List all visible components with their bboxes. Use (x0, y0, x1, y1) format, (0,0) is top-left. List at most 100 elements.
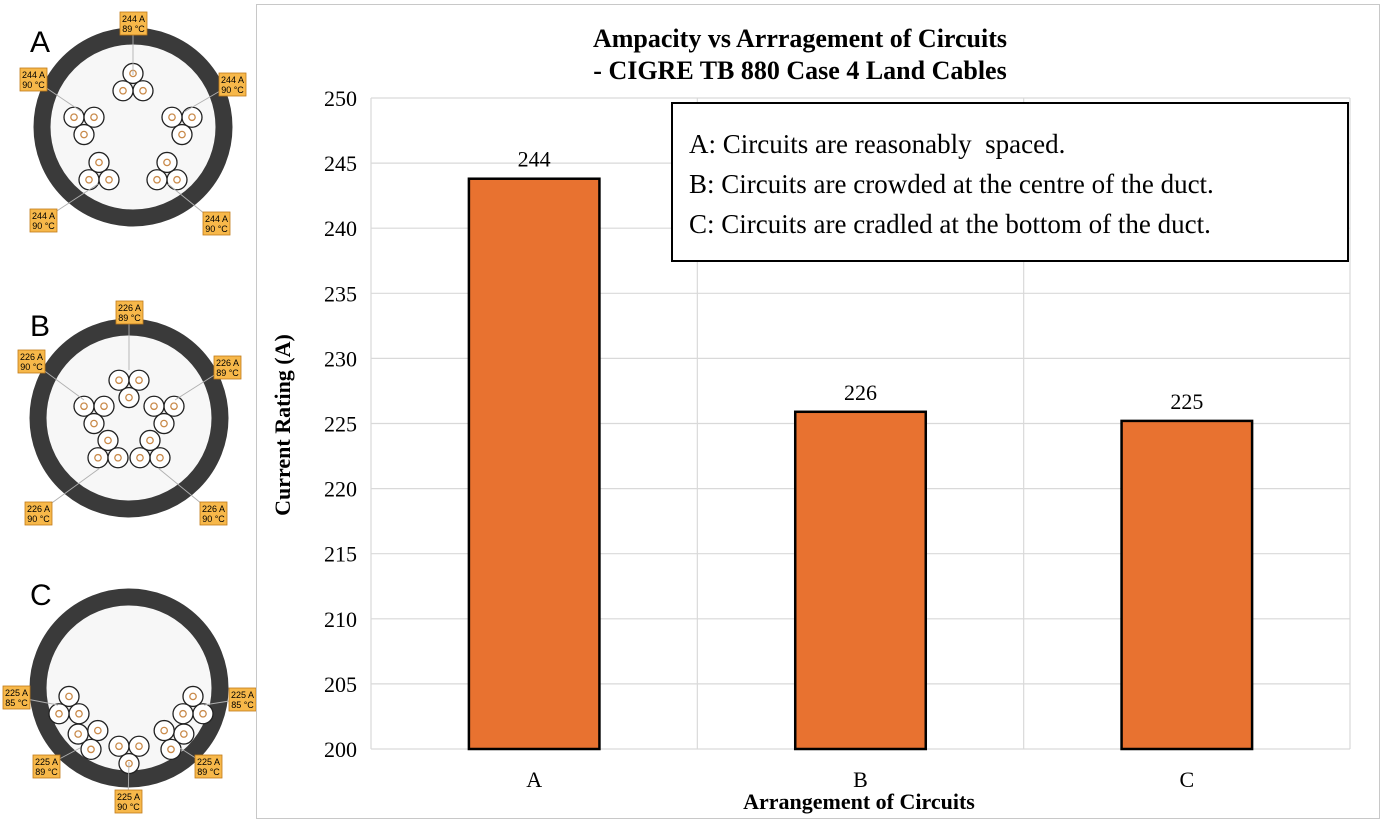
cable-icon (58, 685, 80, 708)
bar-chart: Ampacity vs Arrragement of Circuits - CI… (270, 24, 1351, 814)
callout-temp: 90 °C (22, 80, 45, 90)
conductor-icon (179, 709, 187, 718)
cable-icon (163, 395, 185, 417)
y-tick-label: 240 (324, 216, 357, 241)
cables-c (48, 685, 214, 775)
conductor-icon (146, 436, 154, 445)
legend-line-c: C: Circuits are cradled at the bottom of… (689, 209, 1211, 239)
conductor-icon (173, 175, 181, 184)
conductor-icon (80, 402, 88, 411)
callout-current: 244 A (122, 14, 145, 24)
conductor-icon (160, 419, 168, 428)
y-tick-label: 250 (324, 86, 357, 111)
callout-current: 244 A (22, 70, 45, 80)
callout-temp: 90 °C (20, 362, 43, 372)
callout-current: 226 A (20, 352, 43, 362)
cable-icon (87, 719, 109, 742)
callout-temp: 89 °C (118, 313, 141, 323)
cables-a (63, 62, 203, 191)
cable-icon (153, 719, 175, 742)
conductor-icon (114, 453, 122, 462)
conductor-icon (119, 86, 127, 95)
callout-temp: 89 °C (35, 767, 58, 777)
chart-frame: Ampacity vs Arrragement of Circuits - CI… (256, 4, 1380, 819)
y-tick-label: 230 (324, 346, 357, 371)
callout-temp: 85 °C (5, 698, 28, 708)
cable-icon (73, 123, 95, 146)
callout-temp: 90 °C (202, 514, 225, 524)
y-axis-label: Current Rating (A) (270, 334, 295, 516)
cable-icon (128, 369, 150, 391)
temperature-callout (199, 501, 228, 526)
cable-icon (192, 703, 214, 725)
cable-icon (153, 412, 175, 435)
conductor-icon (167, 745, 175, 754)
cable-icon (107, 447, 129, 469)
legend-box-frame (671, 102, 1349, 262)
temperature-callout (24, 501, 53, 526)
callout-current: 244 A (32, 211, 55, 221)
callout-current: 244 A (221, 75, 244, 85)
callout-current: 244 A (205, 214, 228, 224)
cable-icon (68, 703, 90, 725)
y-tick-label: 210 (324, 607, 357, 632)
cable-icon (80, 738, 102, 761)
y-tick-labels: 200 205 210 215 220 225 230 235 240 245 250 (324, 86, 357, 762)
cable-icon (88, 151, 110, 174)
conductor-icon (115, 376, 123, 385)
cable-icon (146, 169, 168, 191)
conductor-icon (90, 419, 98, 428)
temperature-callout (29, 208, 58, 233)
cables-b (73, 369, 185, 469)
cable-icon (156, 151, 178, 174)
callout-current: 226 A (27, 504, 50, 514)
legend-box: A: Circuits are reasonably spaced. B: Ci… (671, 102, 1349, 262)
cable-icon (83, 412, 105, 435)
conductor-icon (168, 113, 176, 122)
conductor-icon (135, 742, 143, 751)
conductor-icon (70, 113, 78, 122)
callout-current: 226 A (216, 358, 239, 368)
cable-icon (93, 395, 115, 417)
bar-label-b: 226 (844, 380, 877, 405)
cable-icon (63, 106, 85, 128)
x-tick-labels: A B C (526, 767, 1194, 792)
cable-icon (83, 106, 105, 128)
cable-icon (97, 429, 119, 452)
cable-icon (143, 395, 165, 417)
cable-icon (132, 80, 154, 102)
conductor-icon (189, 692, 197, 701)
conductor-icon (178, 130, 186, 139)
temperature-callout (218, 72, 247, 97)
temperature-callout (19, 67, 48, 92)
conductor-icon (136, 453, 144, 462)
y-tick-label: 205 (324, 672, 357, 697)
y-tick-label: 215 (324, 542, 357, 567)
callout-temp: 90 °C (27, 514, 50, 524)
temperature-callout (17, 349, 46, 374)
temperature-callout (119, 11, 148, 36)
cable-icon (87, 447, 109, 469)
cable-icon (171, 123, 193, 146)
cable-icon (112, 80, 134, 102)
cable-icon (108, 735, 130, 757)
temperature-callout (2, 685, 31, 710)
conductor-icon (188, 113, 196, 122)
cable-icon (129, 447, 151, 469)
callout-temp: 85 °C (231, 700, 254, 710)
conductor-icon (139, 86, 147, 95)
conductor-icon (115, 742, 123, 751)
conductor-icon (95, 158, 103, 167)
conductor-icon (90, 113, 98, 122)
callout-current: 225 A (35, 757, 58, 767)
y-tick-label: 235 (324, 281, 357, 306)
bars (467, 177, 1254, 751)
x-tick-label-c: C (1179, 767, 1194, 792)
temperature-callout (194, 754, 223, 779)
temperature-callout (115, 300, 144, 325)
cable-icon (161, 106, 183, 128)
cable-icon (149, 447, 171, 469)
temperature-callout (202, 211, 231, 236)
